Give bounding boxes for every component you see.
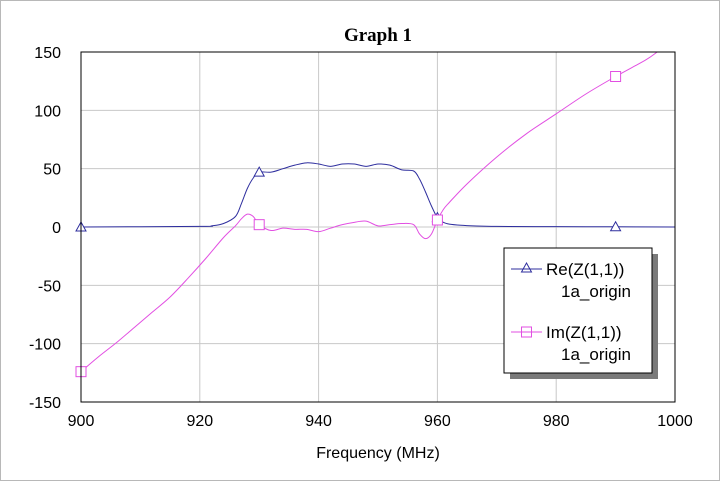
y-tick-label: 50 (43, 162, 61, 179)
legend-marker-im (521, 326, 532, 338)
marker-square (431, 214, 443, 226)
y-tick-label: -50 (38, 278, 61, 295)
marker-square (253, 219, 265, 231)
x-axis-label: Frequency (MHz) (316, 445, 440, 462)
x-tick-label: 960 (424, 413, 451, 430)
x-tick-label: 980 (543, 413, 570, 430)
plot-border (80, 51, 676, 403)
legend-sublabel-re: 1a_origin (561, 282, 631, 301)
series-layer (75, 51, 676, 378)
marker-triangle (253, 166, 266, 177)
legend: Re(Z(1,1)) 1a_origin Im(Z(1,1)) 1a_origi… (503, 247, 658, 379)
x-tick-label: 900 (68, 413, 95, 430)
y-tick-label: 150 (34, 45, 61, 62)
marker-triangle (609, 220, 622, 232)
y-tick-label: -150 (29, 395, 61, 412)
y-tick-labels: -150 -100 -50 0 50 100 150 (29, 45, 61, 412)
legend-marker-re (520, 261, 533, 273)
legend-label-re: Re(Z(1,1)) (546, 260, 624, 279)
chart-title: Graph 1 (344, 25, 412, 46)
x-tick-labels: 900 920 940 960 980 1000 (68, 413, 693, 430)
marker-square (610, 71, 622, 82)
legend-label-im: Im(Z(1,1)) (546, 323, 622, 342)
legend-sublabel-im: 1a_origin (561, 345, 631, 364)
y-tick-label: -100 (29, 337, 61, 354)
x-tick-label: 920 (186, 413, 213, 430)
x-tick-label: 1000 (657, 413, 693, 430)
y-tick-label: 0 (52, 220, 61, 237)
series-line-im (80, 51, 658, 373)
y-tick-label: 100 (34, 103, 61, 120)
x-tick-label: 940 (305, 413, 332, 430)
series-line-re (80, 162, 676, 228)
